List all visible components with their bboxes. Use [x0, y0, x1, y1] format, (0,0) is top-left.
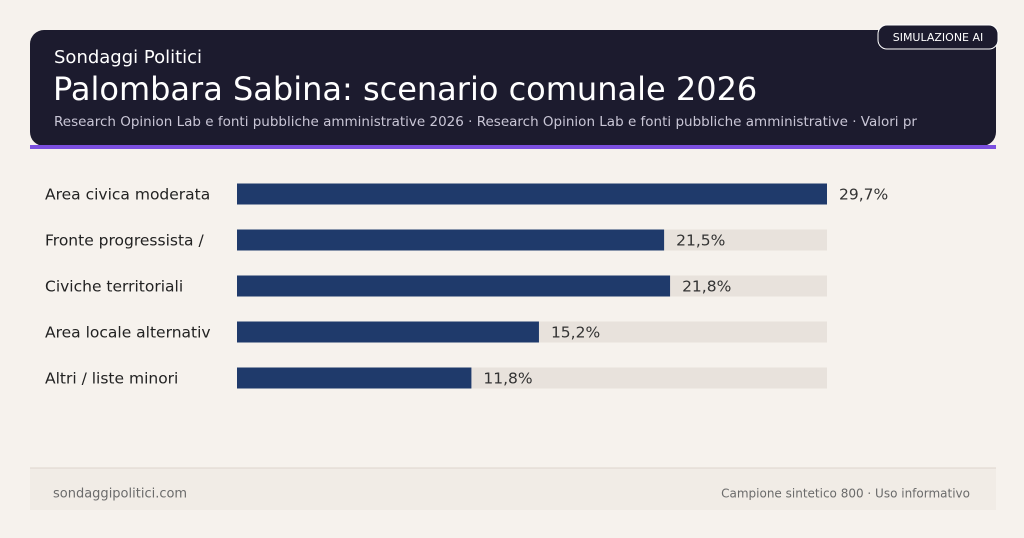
category-label: Fronte progressista /	[45, 232, 204, 250]
value-label: 21,5%	[676, 232, 725, 250]
category-label: Area locale alternativ	[45, 324, 211, 342]
footer-right: Campione sintetico 800 · Uso informativo	[721, 487, 970, 501]
category-label: Area civica moderata	[45, 186, 210, 204]
bar	[237, 275, 671, 297]
chart-title: Palombara Sabina: scenario comunale 2026	[53, 70, 757, 108]
header-accent	[30, 145, 996, 149]
bar	[237, 183, 827, 205]
footer-band	[30, 468, 996, 510]
bar	[237, 367, 472, 389]
bar	[237, 229, 665, 251]
bar	[237, 321, 539, 343]
subtitle: Research Opinion Lab e fonti pubbliche a…	[54, 114, 917, 130]
category-label: Civiche territoriali	[45, 278, 183, 296]
footer-left: sondaggipolitici.com	[53, 487, 187, 502]
badge-text: SIMULAZIONE AI	[893, 31, 984, 44]
category-label: Altri / liste minori	[45, 370, 178, 388]
value-label: 21,8%	[682, 278, 731, 296]
badge	[877, 24, 999, 50]
value-label: 11,8%	[483, 370, 532, 388]
kicker: Sondaggi Politici	[54, 47, 202, 68]
value-label: 29,7%	[839, 186, 888, 204]
value-label: 15,2%	[551, 324, 600, 342]
header-panel	[30, 30, 996, 146]
